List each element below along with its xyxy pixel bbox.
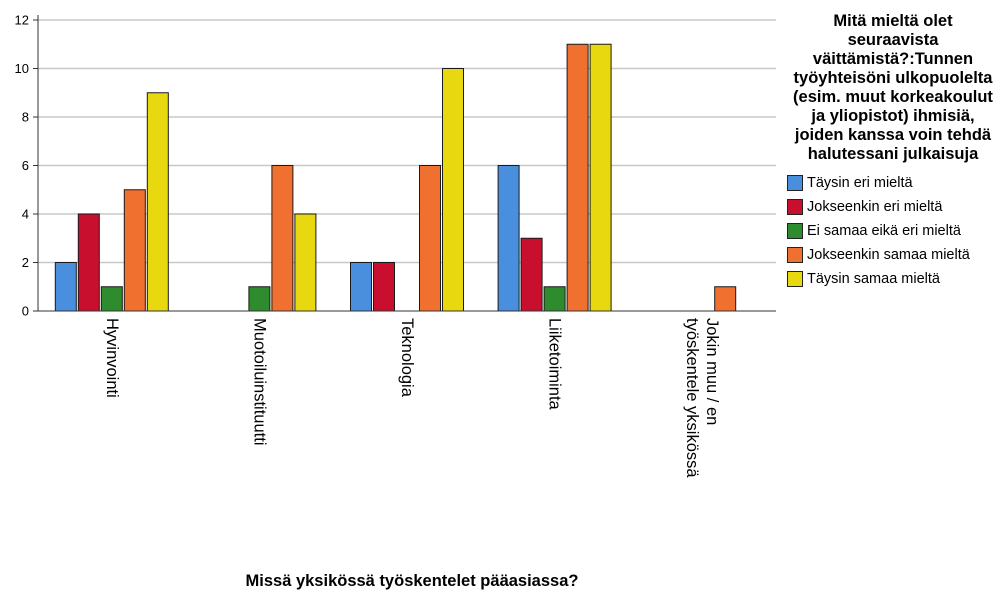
- legend-swatch: [787, 175, 803, 191]
- bar: [271, 165, 294, 312]
- bar: [146, 92, 169, 312]
- bar: [589, 43, 612, 312]
- bar: [543, 286, 566, 312]
- bar: [54, 262, 77, 312]
- x-tick-label-line: Jokin muu / en: [703, 318, 721, 425]
- legend: Mitä mieltä olet seuraavista väittämistä…: [787, 12, 999, 291]
- bar: [520, 237, 543, 312]
- x-tick-label-line: Teknologia: [398, 318, 416, 398]
- x-tick-label-line: Hyvinvointi: [103, 318, 121, 398]
- bar: [442, 68, 464, 312]
- bar: [294, 213, 317, 312]
- legend-swatch: [787, 199, 803, 215]
- x-tick-label: Hyvinvointi: [103, 318, 121, 398]
- legend-label: Täysin eri mieltä: [807, 175, 913, 191]
- legend-label: Jokseenkin samaa mieltä: [807, 247, 970, 263]
- legend-swatch: [787, 271, 803, 287]
- y-tick-label: 2: [22, 255, 29, 270]
- y-tick-label: 12: [15, 13, 29, 28]
- bar: [350, 262, 372, 312]
- legend-item: Ei samaa eikä eri mieltä: [787, 219, 999, 243]
- bar: [248, 286, 271, 312]
- axes: 0 2 4 6 8 10 12 Hyvinvointi Muotoiluinstituutti T…: [15, 13, 776, 478]
- x-axis-title: Missä yksikössä työskentelet pääasiassa?: [246, 572, 579, 590]
- legend-label: Ei samaa eikä eri mieltä: [807, 223, 961, 239]
- bar: [100, 286, 123, 312]
- legend-swatch: [787, 247, 803, 263]
- y-tick-label: 10: [15, 61, 29, 76]
- y-tick-label: 0: [22, 304, 29, 319]
- x-tick-label: Teknologia: [398, 318, 416, 398]
- legend-item: Jokseenkin eri mieltä: [787, 195, 999, 219]
- bar: [497, 165, 520, 312]
- x-tick-label-line: Liiketoiminta: [546, 318, 564, 411]
- legend-item: Jokseenkin samaa mieltä: [787, 243, 999, 267]
- legend-items: Täysin eri mieltä Jokseenkin eri mieltä Ei…: [787, 171, 999, 291]
- legend-title: Mitä mieltä olet seuraavista väittämistä…: [793, 12, 993, 163]
- y-tick-label: 6: [22, 158, 29, 173]
- legend-swatch: [787, 223, 803, 239]
- x-tick-label: Liiketoiminta: [546, 318, 564, 411]
- legend-label: Täysin samaa mieltä: [807, 271, 940, 287]
- bar: [419, 165, 441, 312]
- x-tick-label-line: työskentele yksikössä: [683, 318, 701, 478]
- bar: [123, 189, 146, 312]
- legend-label: Jokseenkin eri mieltä: [807, 199, 943, 215]
- x-tick-label: Muotoiluinstituutti: [250, 318, 268, 445]
- legend-item: Täysin eri mieltä: [787, 171, 999, 195]
- bar: [566, 43, 589, 312]
- y-tick-label: 4: [22, 207, 29, 222]
- bar: [714, 286, 737, 312]
- legend-item: Täysin samaa mieltä: [787, 267, 999, 291]
- bars: [54, 43, 737, 312]
- y-tick-label: 8: [22, 110, 29, 125]
- bar: [373, 262, 395, 312]
- x-tick-label-line: Muotoiluinstituutti: [250, 318, 268, 445]
- bar: [77, 213, 100, 312]
